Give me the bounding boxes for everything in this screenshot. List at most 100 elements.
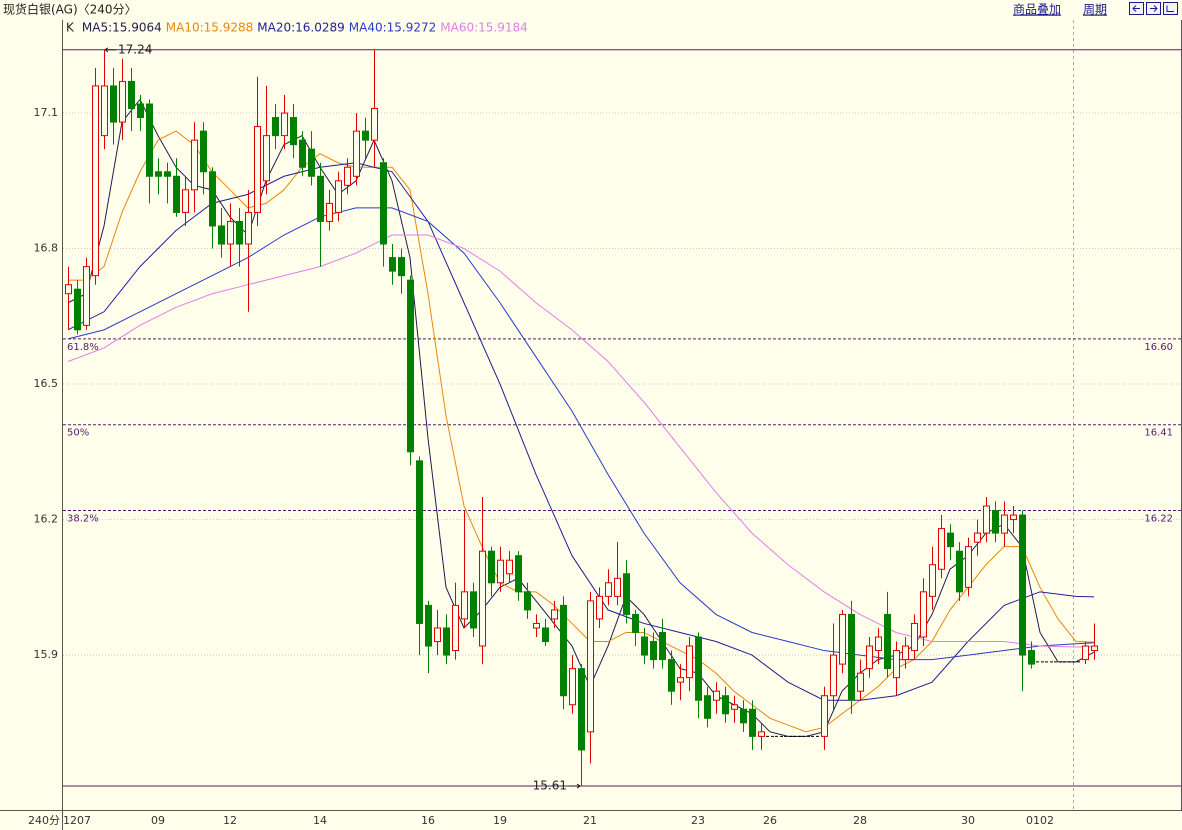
candle-body	[569, 668, 576, 706]
candle	[515, 551, 522, 601]
candle	[461, 510, 468, 628]
candle	[605, 569, 612, 606]
candle	[893, 641, 900, 696]
overlay-link[interactable]: 商品叠加	[1013, 2, 1061, 17]
level-label: 16.41	[1144, 428, 1173, 439]
candle-body	[101, 85, 108, 137]
candle	[137, 94, 144, 132]
candle	[704, 686, 711, 728]
candle	[551, 600, 558, 628]
candle	[173, 158, 180, 217]
candle	[101, 49, 108, 150]
candle	[470, 582, 477, 638]
candle	[218, 207, 225, 258]
x-tick-label: 28	[853, 814, 867, 827]
candle	[128, 67, 135, 132]
level-label: 16.22	[1144, 514, 1173, 525]
candle	[929, 546, 936, 610]
candle	[227, 203, 234, 267]
candle-body	[650, 641, 657, 661]
candle	[911, 614, 918, 660]
candle-body	[911, 622, 918, 652]
candle-body	[470, 591, 477, 629]
candle	[200, 122, 207, 195]
candle-body	[416, 460, 423, 624]
candle-body	[614, 577, 621, 597]
candle	[452, 582, 459, 660]
candle-body	[983, 505, 990, 534]
legend-entry: MA10:15.9288	[166, 21, 254, 35]
candle-body	[389, 257, 396, 272]
candle-body	[317, 175, 324, 222]
candle-body	[137, 103, 144, 119]
candle	[614, 542, 621, 606]
candle	[155, 158, 162, 195]
candle-body	[290, 117, 297, 146]
candle-body	[875, 636, 882, 652]
candle	[650, 632, 657, 669]
y-tick-label: 16.2	[34, 513, 59, 526]
candle-body	[632, 613, 639, 633]
candle	[533, 614, 540, 638]
candle-body	[587, 600, 594, 733]
candle	[839, 609, 846, 674]
candle	[389, 244, 396, 285]
candle-body	[938, 528, 945, 570]
candle-body	[596, 595, 603, 620]
layout-button[interactable]	[1163, 2, 1178, 15]
candle-body	[254, 126, 261, 213]
extreme-label: 17.24	[118, 42, 152, 56]
candle-body	[965, 546, 972, 588]
candle-body	[110, 85, 117, 123]
candle-body	[758, 731, 765, 737]
candle	[65, 266, 72, 330]
period-link[interactable]: 周期	[1083, 3, 1107, 17]
candle	[92, 67, 99, 285]
candle	[668, 650, 675, 705]
x-tick-label: 16	[421, 814, 435, 827]
candle-body	[821, 695, 828, 737]
candle-body	[740, 708, 747, 724]
candle	[506, 551, 513, 583]
candle-body	[929, 564, 936, 597]
candle-body	[164, 171, 171, 177]
candle-body	[893, 650, 900, 679]
candle	[641, 627, 648, 665]
candle	[146, 99, 153, 204]
candle-body	[326, 202, 333, 222]
candle-body	[947, 532, 954, 548]
candle	[344, 158, 351, 195]
candle-body	[668, 659, 675, 692]
candle-body	[1019, 514, 1026, 656]
x-tick-label: 23	[691, 814, 705, 827]
level-name: 38.2%	[67, 514, 99, 525]
candle	[245, 189, 252, 312]
candle	[686, 637, 693, 692]
candle	[353, 113, 360, 186]
candle-body	[452, 604, 459, 652]
legend-k: K	[66, 21, 75, 35]
candle-body	[488, 550, 495, 584]
candle	[119, 58, 126, 141]
candle-body	[749, 708, 756, 737]
candle	[920, 578, 927, 647]
candle-body	[218, 225, 225, 245]
candle	[398, 248, 405, 294]
candle-body	[497, 559, 504, 584]
candle	[164, 162, 171, 204]
candle	[857, 659, 864, 701]
candle	[1001, 501, 1008, 547]
level-name: 50%	[67, 428, 89, 439]
candle	[371, 49, 378, 168]
x-tick-label: 21	[583, 814, 597, 827]
candle	[488, 546, 495, 597]
candle-body	[884, 613, 891, 670]
candle-body	[848, 613, 855, 701]
candle	[191, 122, 198, 213]
candle-body	[1001, 514, 1008, 534]
candle-body	[434, 627, 441, 643]
candle	[956, 542, 963, 601]
candle	[1010, 506, 1017, 534]
candle	[587, 591, 594, 764]
